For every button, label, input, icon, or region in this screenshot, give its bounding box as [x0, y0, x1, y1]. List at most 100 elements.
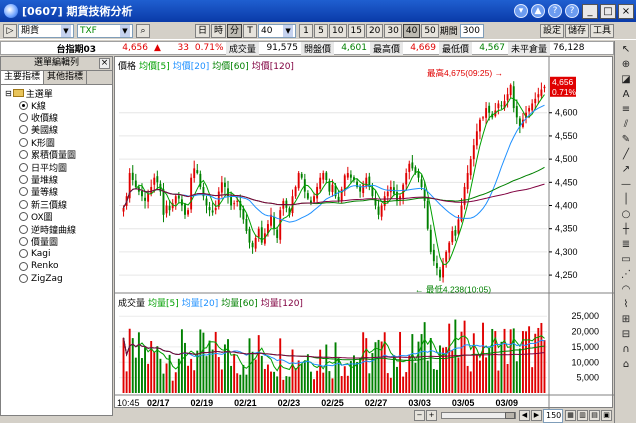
up-icon[interactable]: ▲: [531, 4, 545, 18]
period-hour[interactable]: 時: [211, 23, 227, 38]
period-minute[interactable]: 分: [227, 23, 243, 38]
zoom-out-icon[interactable]: −: [414, 410, 425, 421]
text-icon[interactable]: A: [622, 89, 630, 100]
eraser-icon[interactable]: ◪: [621, 74, 631, 85]
maximize-button[interactable]: □: [600, 3, 616, 19]
radio-button[interactable]: [19, 274, 28, 284]
visible-bars-input[interactable]: 150: [543, 408, 563, 423]
indicator-option[interactable]: 逆時鐘曲線: [5, 223, 112, 236]
scroll-right-icon[interactable]: ▶: [531, 410, 542, 421]
fibonacci-icon[interactable]: ≣: [621, 239, 631, 250]
vline-icon[interactable]: │: [622, 194, 630, 205]
circle-icon[interactable]: ○: [621, 209, 631, 220]
indicator-option[interactable]: 量等線: [5, 186, 112, 198]
pen-icon[interactable]: ✎: [621, 134, 631, 145]
radio-button[interactable]: [19, 100, 28, 110]
radio-button[interactable]: [19, 162, 28, 172]
rectangle-icon[interactable]: ▭: [621, 254, 631, 265]
pointer-icon[interactable]: ↖: [621, 44, 631, 55]
play-icon[interactable]: ▷: [3, 23, 17, 38]
interval-1[interactable]: 1: [299, 23, 314, 38]
dropdown-icon[interactable]: ▾: [514, 4, 528, 18]
symbol-select[interactable]: TXF ▼: [77, 23, 133, 38]
split-icon[interactable]: ▥: [577, 410, 588, 421]
indicator-option[interactable]: K形圖: [5, 136, 112, 149]
layout-icon[interactable]: ▤: [589, 410, 600, 421]
radio-button[interactable]: [19, 150, 28, 160]
indicator-option[interactable]: ZigZag: [5, 272, 112, 284]
radio-button[interactable]: [19, 187, 28, 197]
settings-button[interactable]: 設定: [539, 23, 564, 38]
interval-15[interactable]: 15: [347, 23, 365, 38]
radio-button[interactable]: [19, 212, 28, 222]
trend-line-icon[interactable]: ╱: [622, 149, 630, 160]
gann-icon[interactable]: ⊞: [621, 314, 631, 325]
chart-area[interactable]: 4,600 4,550 4,500 4,450 4,400 4,350 4,300 4,250…: [114, 56, 614, 409]
ruler-icon[interactable]: ⊟: [621, 329, 631, 340]
period-day[interactable]: 日: [195, 23, 211, 38]
lock-icon[interactable]: ⌂: [622, 359, 630, 370]
fit-icon[interactable]: ▣: [601, 410, 612, 421]
radio-button[interactable]: [19, 261, 28, 271]
candle-body: [377, 206, 380, 215]
tab-other-indicators[interactable]: 其他指標: [44, 71, 88, 84]
indicator-option[interactable]: Kagi: [5, 248, 112, 260]
radio-button[interactable]: [19, 137, 28, 147]
radio-button[interactable]: [19, 113, 28, 123]
radio-button[interactable]: [19, 125, 28, 135]
indicator-option[interactable]: 累積價量圖: [5, 149, 112, 161]
indicator-option[interactable]: Renko: [5, 260, 112, 272]
arc-icon[interactable]: ◠: [621, 284, 631, 295]
cycle-icon[interactable]: ⌇: [623, 299, 629, 310]
info-icon[interactable]: ?: [565, 4, 579, 18]
chart-canvas[interactable]: 4,600 4,550 4,500 4,450 4,400 4,350 4,300 4,250…: [115, 57, 614, 409]
minimize-button[interactable]: _: [582, 3, 598, 19]
radio-button[interactable]: [19, 224, 28, 234]
market-select[interactable]: 期貨 ▼: [18, 23, 74, 38]
tab-main-indicators[interactable]: 主要指標: [1, 71, 45, 84]
grid-icon[interactable]: ▦: [565, 410, 576, 421]
scroll-left-icon[interactable]: ◀: [519, 410, 530, 421]
indicator-option[interactable]: 新三價線: [5, 198, 112, 211]
radio-button[interactable]: [19, 199, 28, 209]
period-tick[interactable]: T: [243, 23, 258, 38]
magnet-icon[interactable]: ∩: [622, 344, 630, 355]
help-icon[interactable]: ?: [548, 4, 562, 18]
candle-body: [534, 98, 537, 104]
range-input[interactable]: 300: [459, 23, 484, 38]
indicator-option[interactable]: 日平均圖: [5, 161, 112, 174]
close-icon[interactable]: ×: [99, 58, 110, 69]
tools-button[interactable]: 工具: [589, 23, 614, 38]
radio-button[interactable]: [19, 175, 28, 185]
radio-button[interactable]: [19, 249, 28, 259]
fan-icon[interactable]: ⋰: [621, 269, 631, 280]
cross-icon[interactable]: ┼: [622, 224, 630, 235]
zoom-icon[interactable]: ⊕: [621, 59, 631, 70]
interval-30[interactable]: 30: [384, 23, 402, 38]
search-icon[interactable]: ⌕: [136, 23, 150, 38]
indicator-option[interactable]: 量堆線: [5, 173, 112, 186]
interval-select[interactable]: 40 ▼: [258, 23, 297, 38]
hline-icon[interactable]: —: [621, 179, 631, 190]
zoom-in-icon[interactable]: +: [426, 410, 437, 421]
scroll-thumb[interactable]: [505, 412, 515, 419]
interval-40[interactable]: 40: [402, 23, 421, 38]
indicator-option[interactable]: 美國線: [5, 124, 112, 136]
scroll-track[interactable]: [441, 412, 516, 419]
interval-10[interactable]: 10: [329, 23, 347, 38]
indicator-option[interactable]: 收價線: [5, 111, 112, 124]
tree-root[interactable]: ⊟ 主選單: [5, 87, 112, 100]
horizontal-line-icon[interactable]: ≡: [621, 104, 631, 115]
volume-bar: [503, 328, 506, 393]
interval-5[interactable]: 5: [314, 23, 329, 38]
interval-50[interactable]: 50: [421, 23, 439, 38]
channel-icon[interactable]: ⫽: [623, 119, 629, 130]
indicator-option[interactable]: 價量圖: [5, 235, 112, 248]
interval-20[interactable]: 20: [365, 23, 384, 38]
close-button[interactable]: ×: [618, 3, 634, 19]
indicator-option[interactable]: K線: [5, 99, 112, 112]
radio-button[interactable]: [19, 236, 28, 246]
ray-icon[interactable]: ↗: [621, 164, 631, 175]
save-button[interactable]: 儲存: [564, 23, 589, 38]
indicator-option[interactable]: OX圖: [5, 211, 112, 223]
